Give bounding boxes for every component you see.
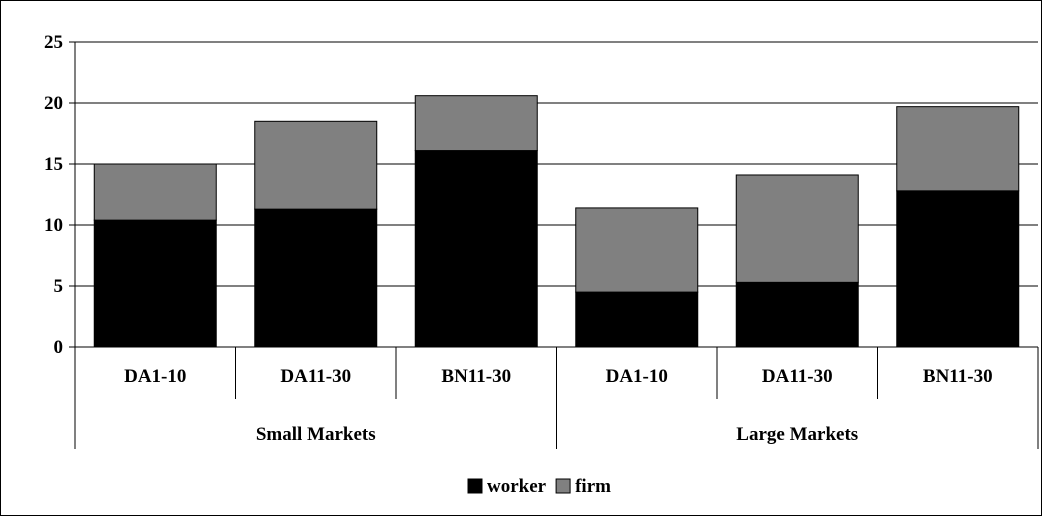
bar-firm-3 [575, 207, 699, 293]
bar-firm-1 [254, 120, 378, 210]
legend-swatch-firm [555, 478, 571, 494]
x-category-label-4: DA11-30 [762, 366, 833, 387]
y-tick-label-5: 5 [54, 276, 64, 297]
bar-worker-5 [896, 190, 1020, 348]
y-tick-label-10: 10 [44, 215, 63, 236]
bar-worker-3 [575, 291, 699, 348]
bar-firm-2 [414, 95, 538, 152]
x-category-label-0: DA1-10 [124, 366, 186, 387]
legend-label-worker: worker [487, 476, 547, 497]
bar-worker-4 [735, 281, 859, 348]
x-category-label-3: DA1-10 [606, 366, 668, 387]
bar-firm-4 [735, 174, 859, 283]
group-label-0: Small Markets [256, 424, 376, 445]
y-tick-label-25: 25 [44, 32, 63, 53]
legend-swatch-worker [467, 478, 483, 494]
legend-label-firm: firm [575, 476, 611, 497]
group-label-1: Large Markets [736, 424, 858, 445]
y-tick-label-15: 15 [44, 154, 63, 175]
bar-worker-0 [93, 219, 217, 348]
bar-firm-5 [896, 106, 1020, 192]
x-category-label-5: BN11-30 [923, 366, 993, 387]
bar-worker-2 [414, 150, 538, 348]
x-category-label-1: DA11-30 [280, 366, 351, 387]
y-tick-label-20: 20 [44, 93, 63, 114]
bar-firm-0 [93, 163, 217, 221]
x-category-label-2: BN11-30 [441, 366, 511, 387]
bar-worker-1 [254, 208, 378, 348]
y-tick-label-0: 0 [54, 337, 64, 358]
